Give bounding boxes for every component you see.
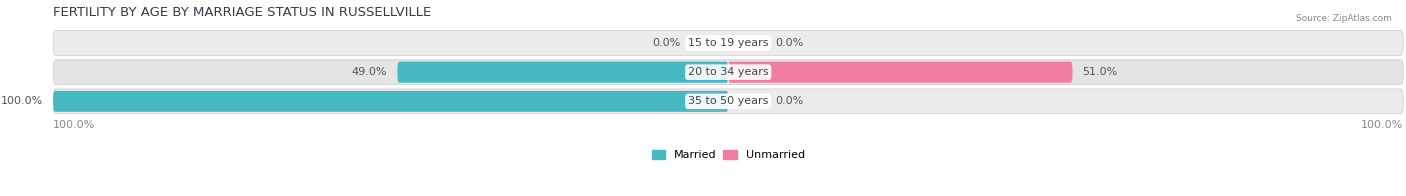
Text: FERTILITY BY AGE BY MARRIAGE STATUS IN RUSSELLVILLE: FERTILITY BY AGE BY MARRIAGE STATUS IN R…	[53, 6, 432, 19]
Text: 0.0%: 0.0%	[776, 96, 804, 106]
FancyBboxPatch shape	[398, 62, 728, 83]
Text: 100.0%: 100.0%	[1361, 120, 1403, 130]
Text: Source: ZipAtlas.com: Source: ZipAtlas.com	[1296, 14, 1392, 23]
FancyBboxPatch shape	[728, 62, 1073, 83]
Text: 35 to 50 years: 35 to 50 years	[688, 96, 769, 106]
Text: 15 to 19 years: 15 to 19 years	[688, 38, 769, 48]
Text: 0.0%: 0.0%	[652, 38, 681, 48]
FancyBboxPatch shape	[53, 60, 1403, 84]
Text: 100.0%: 100.0%	[1, 96, 44, 106]
FancyBboxPatch shape	[53, 91, 728, 112]
FancyBboxPatch shape	[53, 89, 1403, 114]
Text: 100.0%: 100.0%	[53, 120, 96, 130]
Text: 51.0%: 51.0%	[1083, 67, 1118, 77]
Legend: Married, Unmarried: Married, Unmarried	[647, 145, 808, 165]
FancyBboxPatch shape	[53, 31, 1403, 55]
Text: 0.0%: 0.0%	[776, 38, 804, 48]
Text: 20 to 34 years: 20 to 34 years	[688, 67, 769, 77]
Text: 49.0%: 49.0%	[352, 67, 387, 77]
